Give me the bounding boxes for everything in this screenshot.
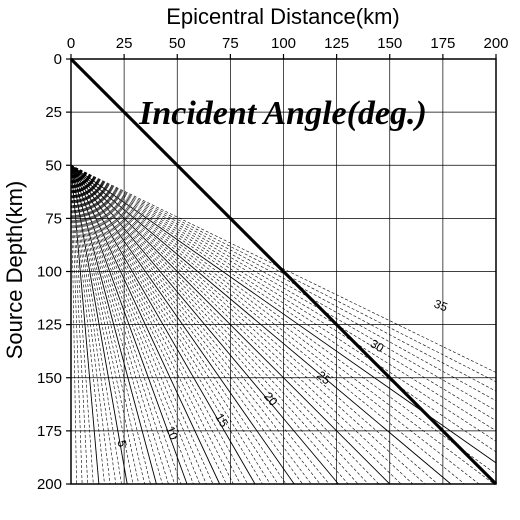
x-tick-label: 175 — [430, 35, 455, 52]
x-tick-label: 75 — [222, 35, 239, 52]
contour-line-dashed — [70, 165, 349, 485]
contour-line-dashed — [70, 165, 497, 475]
contour-line-dashed — [70, 165, 214, 485]
y-tick-label: 175 — [37, 423, 62, 440]
contour-line-dashed — [70, 165, 426, 485]
contour-line-dashed — [70, 165, 83, 485]
x-tick-label: 125 — [324, 35, 349, 52]
y-tick-label: 200 — [37, 476, 62, 493]
contour-line-dashed — [70, 165, 94, 485]
contour-line-dashed — [70, 165, 134, 485]
contour-line-solid — [70, 165, 188, 485]
series-layer — [69, 57, 498, 486]
y-tick-label: 50 — [45, 157, 62, 174]
contour-line-dashed — [70, 165, 194, 485]
contour-line-dashed — [70, 164, 497, 392]
contour-line-dashed — [70, 165, 414, 485]
contour-label: 10 — [163, 424, 181, 442]
x-tick-label: 200 — [483, 35, 508, 52]
contour-label: 35 — [432, 297, 450, 315]
contour-line-dashed — [70, 164, 497, 442]
y-tick-label: 125 — [37, 317, 62, 334]
contour-line-dashed — [70, 165, 380, 485]
contour-line-dashed — [70, 165, 330, 485]
contour-line-dashed — [70, 165, 369, 485]
contour-line-dashed — [70, 164, 497, 373]
contour-line-dashed — [70, 165, 495, 485]
contour-line-solid — [70, 165, 221, 485]
contour-line-solid — [70, 164, 452, 485]
contour-line-dashed — [70, 165, 145, 485]
contour-line-dashed — [70, 164, 497, 411]
contour-line-dashed — [70, 165, 303, 485]
contour-label: 30 — [368, 336, 387, 355]
diagonal-line — [69, 57, 498, 486]
contour-line-solid — [70, 165, 100, 485]
contour-line-dashed — [70, 165, 111, 485]
contour-line-dashed — [70, 165, 175, 485]
y-tick-label: 0 — [54, 51, 62, 68]
contour-line-dashed — [70, 164, 497, 432]
contour-line-solid — [70, 165, 157, 485]
x-tick-label: 150 — [377, 35, 402, 52]
contour-line-dashed — [70, 165, 169, 485]
chart-title: Incident Angle(deg.) — [138, 95, 427, 132]
y-axis-title: Source Depth(km) — [2, 181, 27, 360]
contour-line-dashed — [70, 165, 271, 485]
y-tick-label: 150 — [37, 370, 62, 387]
contour-line-dashed — [70, 165, 182, 485]
contour-line-dashed — [70, 165, 359, 485]
contour-line-dashed — [70, 165, 402, 485]
y-tick-label: 100 — [37, 264, 62, 281]
contour-line-solid — [70, 165, 128, 485]
contour-line-dashed — [70, 164, 497, 421]
contour-line-dashed — [70, 165, 312, 485]
contour-line-dashed — [70, 165, 89, 485]
contour-line-dashed — [70, 165, 201, 485]
contour-line-solid — [70, 164, 295, 485]
contour-line-dashed — [70, 165, 163, 485]
contour-line-dashed — [70, 165, 287, 485]
contour-line-dashed — [70, 165, 263, 485]
contour-line-dashed — [70, 165, 321, 485]
contour-line-dashed — [70, 164, 497, 402]
contour-line-dashed — [70, 165, 279, 485]
tick-layer: 0 25 50 75 100 125 150 175 200 0 25 50 75 100 125 150 17… — [37, 35, 509, 493]
contour-label: 15 — [212, 411, 231, 430]
contour-line-dashed — [70, 165, 248, 485]
contour-line-dashed — [70, 165, 122, 485]
contour-line-dashed — [70, 165, 480, 485]
x-axis-title: Epicentral Distance(km) — [166, 4, 400, 29]
contour-line-dashed — [70, 165, 77, 485]
contour-label: 5 — [115, 439, 130, 448]
y-tick-label: 75 — [45, 210, 62, 227]
x-tick-label: 100 — [271, 35, 296, 52]
contour-line-dashed — [70, 165, 105, 485]
contour-line-solid — [70, 164, 391, 485]
contour-line-dashed — [70, 165, 140, 485]
contour-line-dashed — [70, 165, 117, 485]
contour-line-dashed — [70, 165, 465, 485]
contour-line-dashed — [70, 165, 227, 485]
y-tick-label: 25 — [45, 104, 62, 121]
contour-line-dashed — [70, 165, 207, 485]
contour-line-dashed — [70, 164, 497, 383]
x-tick-label: 25 — [116, 35, 133, 52]
x-tick-label: 0 — [67, 35, 75, 52]
x-tick-label: 50 — [169, 35, 186, 52]
contour-line-dashed — [70, 165, 497, 453]
contour-line-dashed — [70, 165, 438, 485]
contour-line-dashed — [70, 165, 241, 485]
contour-line-solid — [70, 164, 339, 485]
contour-line-solid — [70, 165, 256, 485]
